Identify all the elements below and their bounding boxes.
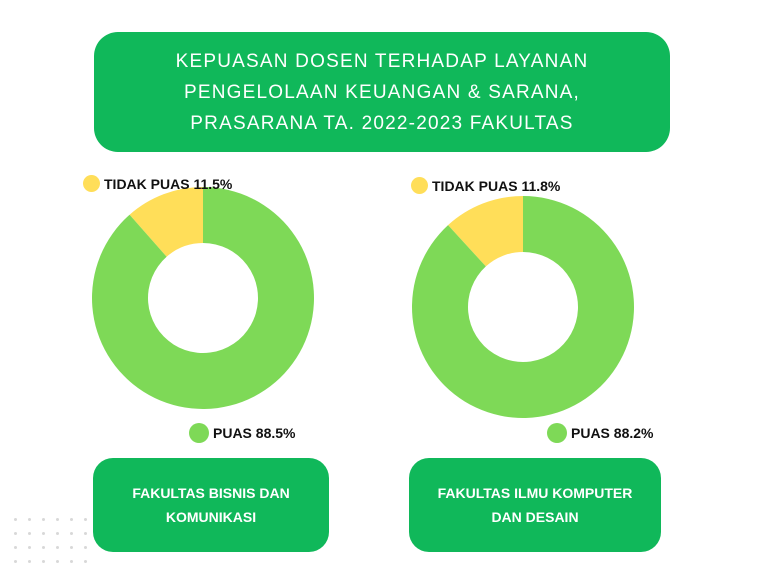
slice-tidak-puas [448,196,523,267]
faculty-line-1: FAKULTAS BISNIS DAN [132,485,290,501]
title-line-2: PENGELOLAAN KEUANGAN & SARANA, [183,81,581,103]
decorative-dot [14,518,17,521]
donut-chart-svg [412,196,634,418]
decorative-dot [70,518,73,521]
legend-tidak-puas: TIDAK PUAS 11.5% [83,175,232,192]
decorative-dot [28,560,31,563]
tidak-puas-label: TIDAK PUAS 11.8% [432,177,561,194]
faculty-line-2: DAN DESAIN [491,509,579,525]
puas-dot [189,423,209,443]
decorative-dot-grid [14,518,124,574]
decorative-dot [14,546,17,549]
puas-label: PUAS 88.5% [213,425,296,441]
decorative-dot [28,518,31,521]
slice-puas [92,187,315,409]
tidak-puas-dot [411,177,428,194]
decorative-dot [84,518,87,521]
faculty-box-ilmu-komputer: FAKULTAS ILMU KOMPUTER DAN DESAIN [409,458,661,552]
slice-puas [412,196,634,418]
tidak-puas-label: TIDAK PUAS 11.5% [104,175,233,192]
decorative-dot [14,560,17,563]
decorative-dot [42,560,45,563]
decorative-dot [42,518,45,521]
decorative-dot [84,532,87,535]
faculty-line-2: KOMUNIKASI [165,509,257,525]
decorative-dot [14,532,17,535]
decorative-dot [56,518,59,521]
decorative-dot [56,560,59,563]
decorative-dot [42,532,45,535]
tidak-puas-dot [83,175,100,192]
decorative-dot [42,546,45,549]
title-line-1: KEPUASAN DOSEN TERHADAP LAYANAN [175,50,589,72]
puas-dot [547,423,567,443]
puas-label: PUAS 88.2% [571,425,654,441]
donut-chart-svg [92,187,315,409]
decorative-dot [56,532,59,535]
decorative-dot [28,546,31,549]
decorative-dot [84,546,87,549]
decorative-dot [70,532,73,535]
decorative-dot [70,546,73,549]
legend-puas: PUAS 88.5% [189,423,295,443]
donut-chart-bisnis: TIDAK PUAS 11.5% PUAS 88.5% [60,175,360,445]
faculty-line-1: FAKULTAS ILMU KOMPUTER [437,485,633,501]
decorative-dot [84,560,87,563]
legend-puas: PUAS 88.2% [547,423,653,443]
donut-chart-ilmu-komputer: TIDAK PUAS 11.8% PUAS 88.2% [380,175,680,445]
faculty-box-bisnis: FAKULTAS BISNIS DAN KOMUNIKASI [93,458,329,552]
title-line-3: PRASARANA TA. 2022-2023 FAKULTAS [190,112,574,134]
decorative-dot [56,546,59,549]
legend-tidak-puas: TIDAK PUAS 11.8% [411,177,560,194]
title-banner: KEPUASAN DOSEN TERHADAP LAYANAN PENGELOL… [94,32,670,152]
decorative-dot [28,532,31,535]
slice-tidak-puas [129,187,203,257]
decorative-dot [70,560,73,563]
